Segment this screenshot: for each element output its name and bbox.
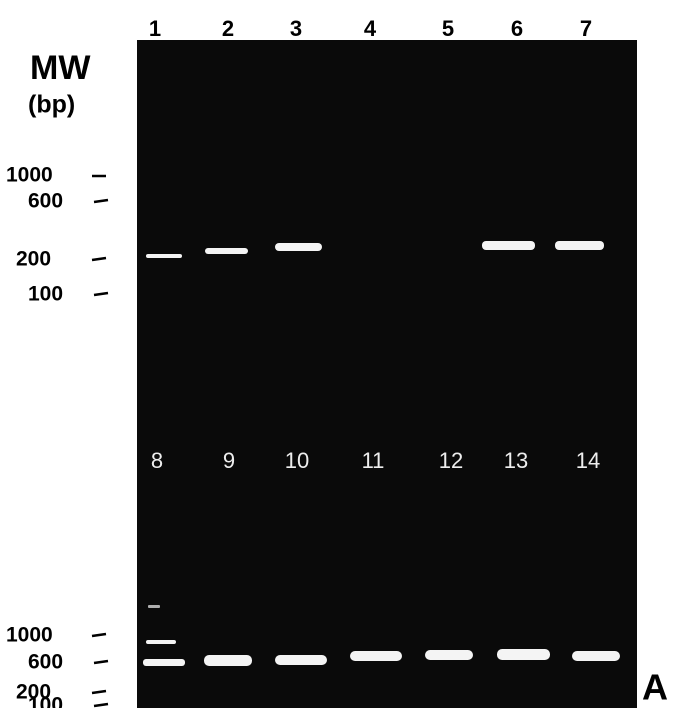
- band: [482, 241, 535, 250]
- marker-label: 1000: [6, 624, 53, 647]
- gel: [137, 40, 637, 708]
- lane-label: 11: [362, 448, 385, 473]
- band: [350, 651, 402, 661]
- band: [146, 254, 182, 258]
- band: [497, 649, 550, 660]
- lane-label: 1: [149, 16, 161, 41]
- mw-label: MW: [30, 49, 91, 87]
- band: [205, 248, 248, 254]
- unit-label: (bp): [28, 91, 75, 119]
- top-markers: 1000 600 200 100: [6, 164, 109, 306]
- bottom-markers: 1000 600 200 100: [6, 624, 109, 708]
- lane-label: 9: [223, 448, 235, 473]
- arrow: [93, 291, 109, 297]
- band: [275, 655, 327, 665]
- marker-label: 200: [16, 248, 51, 271]
- lane-label: 4: [364, 16, 377, 41]
- arrow: [93, 198, 109, 204]
- arrow: [93, 702, 109, 708]
- top-bands: [146, 241, 604, 258]
- marker-label: 100: [28, 283, 63, 306]
- arrow: [91, 689, 107, 695]
- band: [146, 640, 176, 644]
- panel-label: A: [642, 667, 668, 708]
- lane-label: 14: [576, 448, 600, 473]
- lane-label: 12: [439, 448, 463, 473]
- marker-label: 200: [16, 681, 51, 704]
- marker-label: 600: [28, 651, 63, 674]
- lane-label: 8: [151, 448, 163, 473]
- lane-label: 7: [580, 16, 592, 41]
- band: [204, 655, 252, 666]
- band: [275, 243, 322, 251]
- marker-label: 100: [28, 694, 63, 708]
- band: [572, 651, 620, 661]
- arrow: [91, 632, 107, 638]
- lane-label: 13: [504, 448, 528, 473]
- band: [555, 241, 604, 250]
- lane-label: 10: [285, 448, 309, 473]
- band: [148, 605, 160, 608]
- top-lane-labels: 1 2 3 4 5 6 7: [149, 16, 592, 41]
- band: [143, 659, 185, 666]
- bottom-bands: [143, 605, 620, 666]
- lane-label: 3: [290, 16, 302, 41]
- marker-label: 1000: [6, 164, 53, 187]
- bottom-lane-labels: 8 9 10 11 12 13 14: [151, 448, 600, 473]
- marker-label: 600: [28, 190, 63, 213]
- lane-label: 2: [222, 16, 234, 41]
- lane-label: 6: [511, 16, 523, 41]
- arrow: [93, 659, 109, 665]
- band: [425, 650, 473, 660]
- arrow: [91, 256, 107, 262]
- lane-label: 5: [442, 16, 454, 41]
